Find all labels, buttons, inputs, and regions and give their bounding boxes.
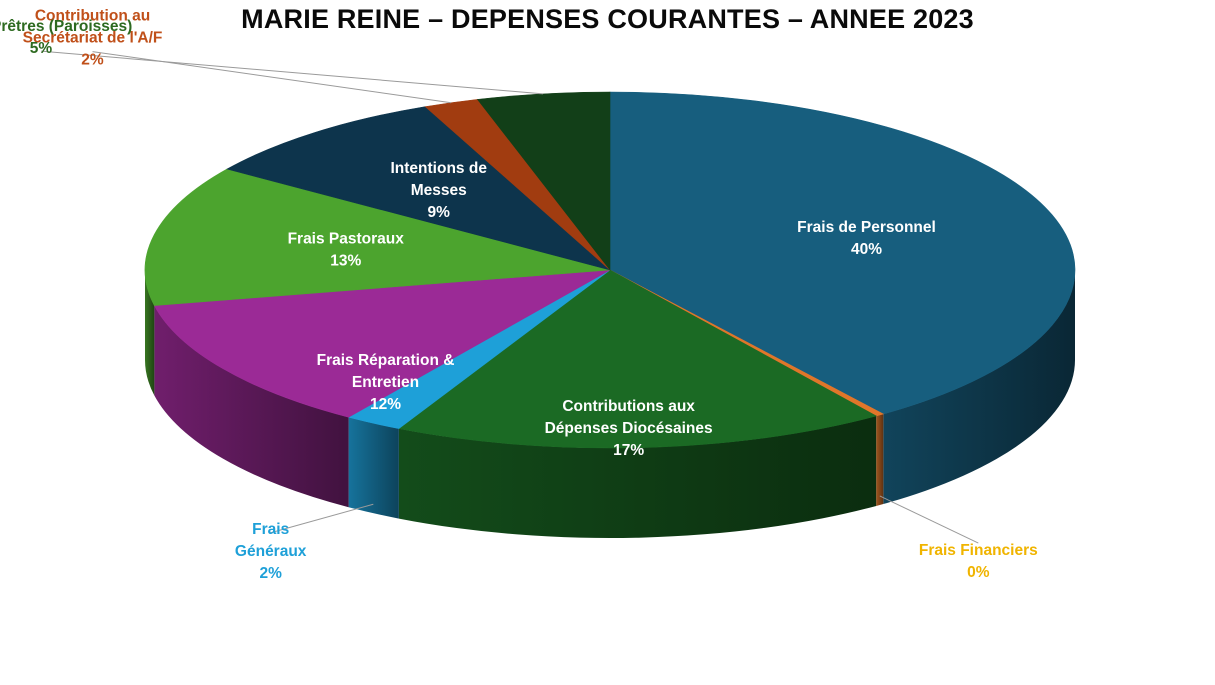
pie-labels: Frais de Personnel 40% Frais Financiers 0% C… — [0, 8, 1038, 582]
slice-name-label-4: Entretien — [352, 374, 419, 391]
slice-pct-label-7: 2% — [81, 52, 104, 69]
slice-name-label-6: Intentions de — [391, 160, 488, 177]
pie-side-4 — [154, 305, 349, 508]
pie-side-1 — [876, 414, 884, 506]
slice-name-label-2: Dépenses Diocésaines — [545, 420, 713, 437]
pie-slice-0 — [609, 91, 1076, 415]
slice-pct-label-4: 12% — [370, 396, 401, 413]
slice-pct-label-1: 0% — [967, 564, 990, 581]
slice-name-label-7: Contribution au — [35, 8, 150, 25]
slice-pct-label-6: 9% — [428, 204, 451, 221]
slice-name-label-4: Frais Réparation & — [317, 352, 455, 369]
chart-title: MARIE REINE – DEPENSES COURANTES – ANNEE… — [241, 4, 974, 34]
pie-leader-lines — [40, 50, 979, 544]
leader-line-8 — [40, 50, 544, 95]
slice-name-label-8: Frais Prêtres (Paroisses) — [0, 18, 132, 35]
slice-pct-label-3: 2% — [259, 565, 282, 582]
pie-side-0 — [883, 270, 1075, 505]
pie-slice-4 — [153, 269, 611, 418]
slice-name-label-7: Secrétariat de l'A/F — [23, 30, 163, 47]
slice-name-label-3: Frais — [252, 521, 289, 538]
slice-name-label-1: Frais Financiers — [919, 542, 1038, 559]
slice-pct-label-0: 40% — [851, 241, 882, 258]
pie-side-2 — [398, 415, 877, 538]
pie-top — [144, 91, 1076, 449]
slice-name-label-3: Généraux — [235, 543, 307, 560]
slice-name-label-0: Frais de Personnel — [797, 219, 936, 236]
leader-line-7 — [92, 51, 452, 104]
pie-slice-2 — [398, 269, 877, 449]
slice-pct-label-5: 13% — [330, 252, 361, 269]
slice-name-label-2: Contributions aux — [562, 398, 695, 415]
slice-pct-label-8: 5% — [30, 40, 53, 57]
leader-line-1 — [879, 495, 979, 544]
pie-slice-6 — [226, 106, 611, 271]
pie-side-3 — [348, 417, 399, 519]
leader-line-3 — [270, 503, 374, 534]
pie-side-walls — [145, 270, 1075, 538]
slice-name-label-6: Messes — [411, 182, 467, 199]
slice-name-label-5: Frais Pastoraux — [288, 230, 405, 247]
slice-pct-label-2: 17% — [613, 442, 644, 459]
pie-slice-5 — [144, 168, 611, 306]
